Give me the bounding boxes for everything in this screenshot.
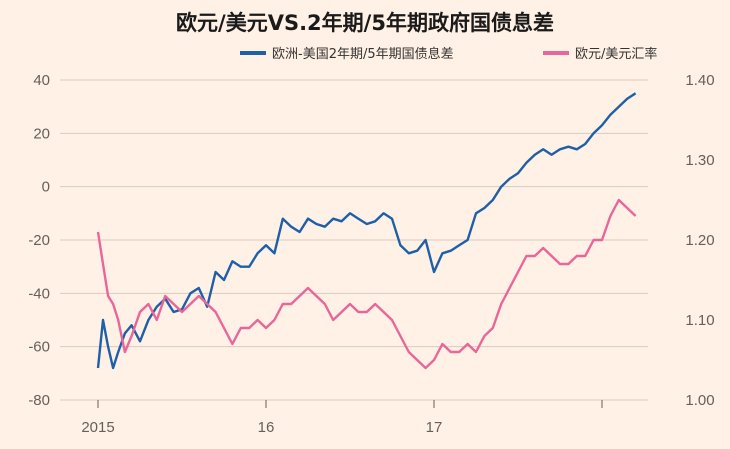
- left-tick-label: -40: [28, 285, 50, 302]
- spread-series-line: [96, 92, 637, 370]
- x-axis: 2015 16 17: [81, 400, 603, 436]
- legend-label-spread: 欧洲-美国2年期/5年期国债息差: [272, 46, 454, 62]
- left-tick-label: -20: [28, 232, 50, 249]
- legend: 欧洲-美国2年期/5年期国债息差 欧元/美元汇率: [240, 46, 657, 62]
- x-tick-label: 2015: [81, 419, 114, 436]
- right-tick-label: 1.40: [685, 72, 714, 89]
- eurusd-series-line: [96, 198, 637, 370]
- left-tick-label: 40: [33, 72, 50, 89]
- gridlines: [60, 79, 648, 401]
- right-tick-label: 1.30: [685, 152, 714, 169]
- right-axis: 1.40 1.30 1.20 1.10 1.00: [685, 72, 714, 409]
- right-tick-label: 1.10: [685, 312, 714, 329]
- series-layer: [96, 92, 637, 370]
- left-tick-label: -80: [28, 392, 50, 409]
- x-tick-label: 17: [426, 419, 443, 436]
- right-tick-label: 1.00: [685, 392, 714, 409]
- legend-label-eurusd: 欧元/美元汇率: [575, 46, 657, 62]
- left-axis: 40 20 0 -20 -40 -60 -80: [28, 72, 50, 409]
- right-tick-label: 1.20: [685, 232, 714, 249]
- chart-title: 欧元/美元VS.2年期/5年期政府国债息差: [176, 11, 554, 35]
- x-tick-label: 16: [258, 419, 275, 436]
- left-tick-label: -60: [28, 339, 50, 356]
- left-tick-label: 0: [42, 179, 50, 196]
- left-tick-label: 20: [33, 125, 50, 142]
